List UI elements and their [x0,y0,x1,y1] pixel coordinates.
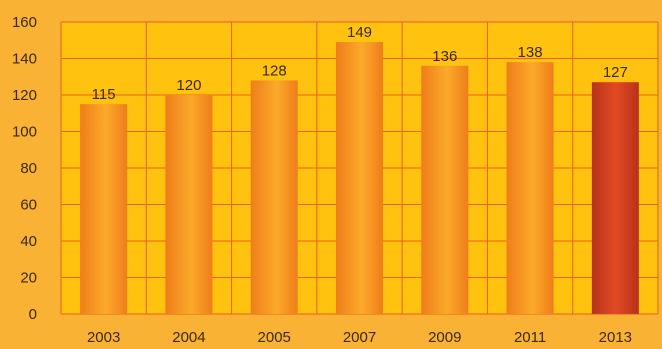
x-tick-label-2007: 2007 [343,329,376,346]
x-tick-label-2011: 2011 [514,329,546,346]
data-label-2007: 149 [347,24,372,41]
bar-2009 [421,65,469,314]
bar-2003 [80,104,128,314]
x-axis: 2003 2004 2005 2007 2009 2011 2013 [87,329,632,346]
data-label-2003: 115 [92,86,116,103]
y-tick-label: 80 [20,160,37,177]
data-label-2009: 136 [432,48,457,65]
data-label-2005: 128 [262,62,287,79]
bar-2007 [336,42,383,314]
bar-2013 [591,82,639,314]
y-tick-label: 160 [12,14,37,31]
x-tick-label-2003: 2003 [87,329,120,346]
x-tick-label-2005: 2005 [258,329,291,346]
data-label-2004: 120 [176,77,201,94]
data-label-2011: 138 [518,44,543,61]
bar-2005 [250,80,298,315]
y-tick-label: 20 [20,270,37,287]
y-tick-label: 0 [29,306,37,323]
bar-2004 [165,95,213,314]
x-tick-label-2009: 2009 [428,329,461,346]
y-tick-label: 40 [20,233,37,250]
y-tick-label: 60 [20,197,37,214]
x-tick-label-2004: 2004 [172,329,205,346]
data-label-2013: 127 [603,64,628,81]
y-axis: 0 20 40 60 80 100 120 140 160 [12,14,37,323]
y-tick-label: 120 [12,87,37,104]
y-tick-label: 140 [12,51,37,68]
data-labels: 115 120 128 149 136 138 127 [92,24,628,103]
bar-2011 [506,62,554,315]
y-tick-label: 100 [12,124,37,141]
x-tick-label-2013: 2013 [599,329,632,346]
bars [80,42,639,315]
